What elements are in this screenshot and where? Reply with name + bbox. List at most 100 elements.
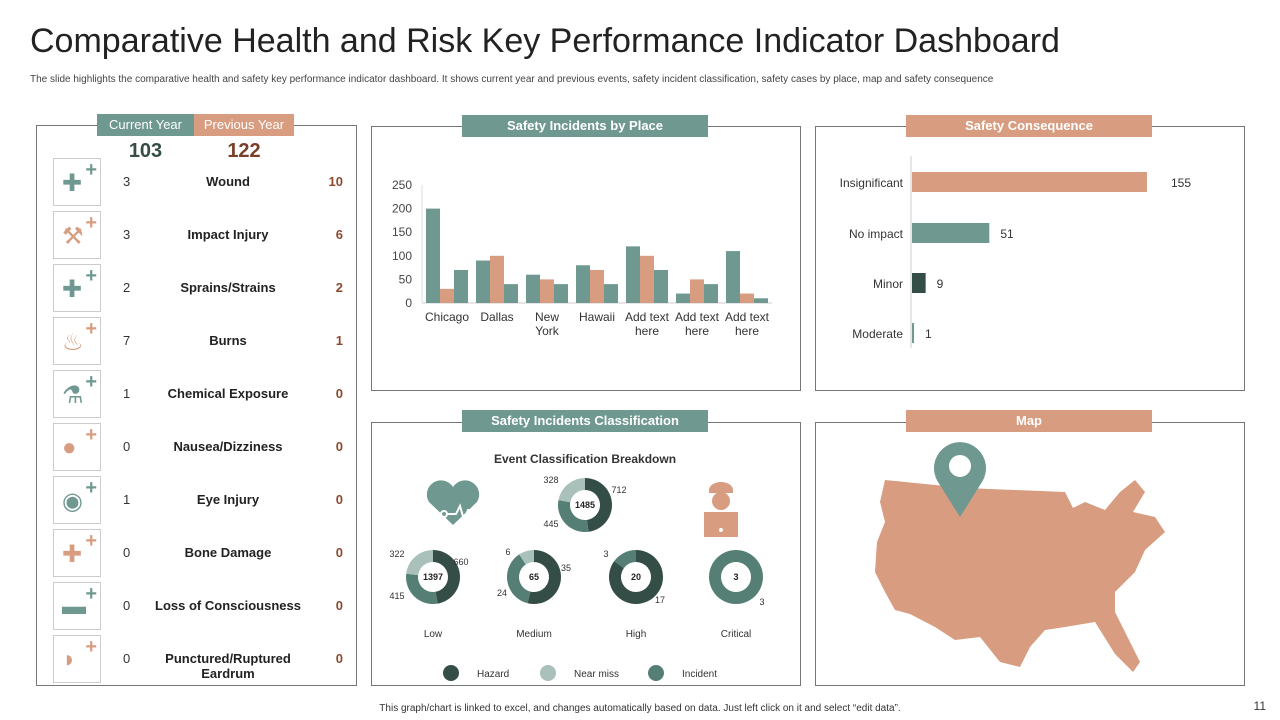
- value-label: 1: [925, 327, 932, 341]
- bar: [490, 255, 504, 303]
- us-map: [875, 442, 1165, 672]
- x-tick-label: Dallas: [480, 310, 513, 324]
- summary-row: ⚒ + 3 Impact Injury 6: [53, 211, 343, 259]
- item-label: Chemical Exposure: [167, 386, 289, 401]
- bar: [726, 251, 740, 303]
- donut-segment-near-miss: [519, 550, 534, 565]
- consequence-title: Safety Consequence: [906, 115, 1152, 137]
- flask-icon: ⚗ +: [53, 370, 101, 418]
- bar: [626, 246, 640, 303]
- classification-donut-chart: Event Classification Breakdown 712 445 328…: [389, 452, 765, 681]
- current-count: 7: [123, 333, 131, 348]
- item-label: Loss of Consciousness: [155, 598, 301, 613]
- donut-segment-incident: [708, 550, 763, 604]
- current-count: 1: [123, 492, 131, 507]
- page-subtitle: The slide highlights the comparative hea…: [30, 74, 994, 85]
- bar: [690, 279, 704, 303]
- donut-value-label: 415: [389, 591, 404, 601]
- item-label: Punctured/Ruptured Eardrum: [165, 651, 291, 681]
- x-tick-label: here: [735, 324, 759, 338]
- donut-segment-hazard: [609, 550, 663, 604]
- donut-total: 3: [733, 572, 738, 582]
- donut-segment-hazard: [585, 478, 612, 532]
- legend-swatch: [443, 665, 459, 681]
- summary-row: ◉ + 1 Eye Injury 0: [53, 476, 343, 524]
- classification-title: Safety Incidents Classification: [462, 410, 708, 432]
- value-label: 155: [1171, 176, 1191, 190]
- ear-icon: ◗ +: [53, 635, 101, 683]
- bone-icon: ✚ +: [53, 529, 101, 577]
- summary-row: ◗ + 0 Punctured/Ruptured Eardrum 0: [53, 635, 343, 683]
- x-tick-label: Hawaii: [579, 310, 615, 324]
- summary-row: ✚ + 2 Sprains/Strains 2: [53, 264, 343, 312]
- current-count: 1: [123, 386, 131, 401]
- person-icon: ● +: [53, 423, 101, 471]
- y-tick-label: 200: [392, 202, 412, 216]
- summary-row: ♨ + 7 Burns 1: [53, 317, 343, 365]
- bar: [540, 279, 554, 303]
- bar: [912, 323, 914, 343]
- bar: [912, 172, 1147, 192]
- bar: [604, 284, 618, 303]
- donut-category-label: Low: [424, 629, 443, 640]
- donut-category-label: High: [626, 629, 647, 640]
- x-tick-label: Add text: [625, 310, 670, 324]
- donut-segment-near-miss: [558, 478, 585, 503]
- donut-value-label: 17: [655, 595, 665, 605]
- bandage-icon: ✚ +: [53, 158, 101, 206]
- bar: [640, 255, 654, 303]
- summary-row: ▬ + 0 Loss of Consciousness 0: [53, 582, 343, 630]
- item-label: Sprains/Strains: [180, 280, 276, 295]
- donut-total: 1485: [575, 500, 595, 510]
- previous-count: 0: [335, 439, 343, 454]
- current-total: 103: [128, 140, 163, 162]
- y-tick-label: 50: [399, 272, 413, 286]
- legend-swatch: [648, 665, 664, 681]
- bed-icon: ▬ +: [53, 582, 101, 630]
- summary-row: ● + 0 Nausea/Dizziness 0: [53, 423, 343, 471]
- consequence-bar-chart: Insignificant 155 No impact 51 Minor 9 Moderat…: [840, 156, 1191, 348]
- previous-count: 10: [328, 174, 343, 189]
- current-count: 0: [123, 545, 131, 560]
- eye-icon: ◉ +: [53, 476, 101, 524]
- donut-value-label: 6: [505, 547, 510, 557]
- current-count: 0: [123, 651, 131, 666]
- item-label: Bone Damage: [184, 545, 272, 560]
- map-title: Map: [906, 410, 1152, 432]
- y-tick-label: 100: [392, 249, 412, 263]
- summary-row: ✚ + 0 Bone Damage 0: [53, 529, 343, 577]
- donut-segment-hazard: [433, 550, 460, 604]
- bar: [654, 269, 668, 303]
- category-label: Moderate: [852, 327, 903, 341]
- donut-category-label: Medium: [516, 629, 552, 640]
- footer-note: This graph/chart is linked to excel, and…: [379, 703, 901, 714]
- bar: [676, 293, 690, 303]
- bar: [526, 274, 540, 303]
- donut-category-label: Critical: [721, 629, 752, 640]
- item-label: Impact Injury: [187, 227, 269, 242]
- y-tick-label: 150: [392, 225, 412, 239]
- donut-total: 65: [529, 572, 539, 582]
- donut-value-label: 322: [389, 549, 404, 559]
- donut-value-label: 35: [561, 563, 571, 573]
- donut-segment-hazard: [527, 550, 561, 604]
- previous-count: 0: [335, 545, 343, 560]
- donut-value-label: 712: [611, 485, 626, 495]
- previous-count: 0: [335, 651, 343, 666]
- bar: [590, 269, 604, 303]
- legend-label: Near miss: [574, 669, 619, 680]
- donut-segment-incident: [558, 500, 589, 532]
- donut-segment-incident: [507, 554, 531, 604]
- legend-swatch: [540, 665, 556, 681]
- fire-icon: ♨ +: [53, 317, 101, 365]
- donut-total: 1397: [423, 572, 443, 582]
- donut-value-label: 445: [543, 519, 558, 529]
- worker-icon: [704, 482, 738, 537]
- previous-total: 122: [227, 140, 261, 162]
- bar: [740, 293, 754, 303]
- donut-total: 20: [631, 572, 641, 582]
- location-pin-icon: [934, 442, 986, 517]
- hammer-icon: ⚒ +: [53, 211, 101, 259]
- previous-count: 1: [335, 333, 343, 348]
- x-tick-label: New: [535, 310, 559, 324]
